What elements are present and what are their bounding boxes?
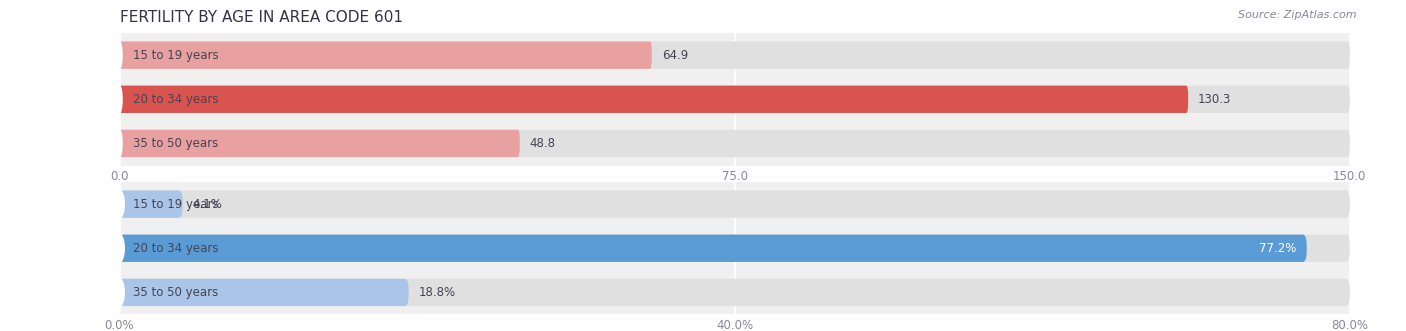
Text: 20 to 34 years: 20 to 34 years bbox=[132, 242, 218, 255]
FancyBboxPatch shape bbox=[120, 41, 652, 69]
FancyBboxPatch shape bbox=[120, 190, 183, 218]
FancyBboxPatch shape bbox=[120, 41, 1350, 69]
Text: Source: ZipAtlas.com: Source: ZipAtlas.com bbox=[1239, 10, 1357, 20]
Text: 64.9: 64.9 bbox=[662, 49, 688, 62]
Text: 18.8%: 18.8% bbox=[419, 286, 456, 299]
FancyBboxPatch shape bbox=[120, 279, 409, 306]
FancyBboxPatch shape bbox=[120, 235, 1306, 262]
Circle shape bbox=[117, 130, 122, 157]
Circle shape bbox=[115, 190, 124, 218]
Circle shape bbox=[117, 41, 122, 69]
Text: 15 to 19 years: 15 to 19 years bbox=[132, 49, 218, 62]
FancyBboxPatch shape bbox=[120, 235, 1350, 262]
Text: 130.3: 130.3 bbox=[1198, 93, 1232, 106]
Text: 35 to 50 years: 35 to 50 years bbox=[132, 286, 218, 299]
FancyBboxPatch shape bbox=[120, 86, 1188, 113]
Text: 15 to 19 years: 15 to 19 years bbox=[132, 198, 218, 211]
Circle shape bbox=[115, 235, 124, 262]
Text: 35 to 50 years: 35 to 50 years bbox=[132, 137, 218, 150]
Text: 20 to 34 years: 20 to 34 years bbox=[132, 93, 218, 106]
FancyBboxPatch shape bbox=[120, 279, 1350, 306]
Circle shape bbox=[115, 279, 124, 306]
Circle shape bbox=[117, 86, 122, 113]
FancyBboxPatch shape bbox=[120, 86, 1350, 113]
FancyBboxPatch shape bbox=[120, 190, 1350, 218]
Text: 77.2%: 77.2% bbox=[1260, 242, 1296, 255]
FancyBboxPatch shape bbox=[120, 130, 520, 157]
Text: 48.8: 48.8 bbox=[530, 137, 555, 150]
Text: FERTILITY BY AGE IN AREA CODE 601: FERTILITY BY AGE IN AREA CODE 601 bbox=[120, 10, 402, 25]
FancyBboxPatch shape bbox=[120, 130, 1350, 157]
Text: 4.1%: 4.1% bbox=[193, 198, 222, 211]
